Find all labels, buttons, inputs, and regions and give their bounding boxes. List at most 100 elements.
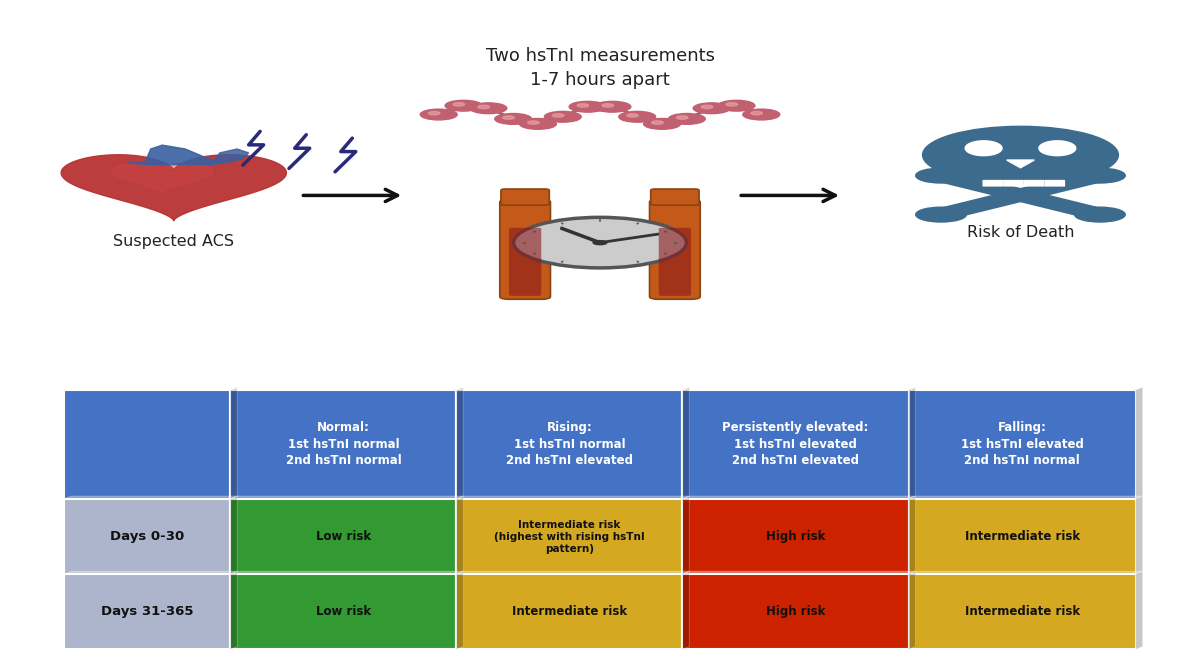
Circle shape (1074, 207, 1126, 222)
Text: Suspected ACS: Suspected ACS (113, 234, 234, 249)
Circle shape (718, 100, 755, 111)
Circle shape (726, 103, 738, 106)
FancyBboxPatch shape (683, 390, 908, 499)
Polygon shape (456, 496, 690, 499)
Text: Two hsTnI measurements
1-7 hours apart: Two hsTnI measurements 1-7 hours apart (486, 47, 714, 89)
FancyBboxPatch shape (456, 499, 683, 574)
Polygon shape (61, 155, 287, 221)
Circle shape (594, 101, 631, 112)
Circle shape (514, 217, 686, 268)
Polygon shape (908, 572, 916, 650)
Circle shape (602, 104, 613, 107)
Polygon shape (683, 387, 916, 390)
Text: Intermediate risk
(highest with rising hsTnI
pattern): Intermediate risk (highest with rising h… (494, 519, 644, 554)
Circle shape (701, 105, 713, 109)
Polygon shape (683, 496, 690, 574)
Polygon shape (965, 141, 1002, 156)
FancyBboxPatch shape (65, 499, 230, 574)
FancyBboxPatch shape (1024, 180, 1044, 187)
Text: Rising:
1st hsTnI normal
2nd hsTnI elevated: Rising: 1st hsTnI normal 2nd hsTnI eleva… (506, 421, 632, 468)
FancyBboxPatch shape (65, 574, 230, 650)
Polygon shape (908, 387, 1142, 390)
Polygon shape (456, 387, 463, 499)
Circle shape (694, 103, 730, 113)
Polygon shape (230, 572, 463, 574)
Polygon shape (112, 163, 212, 193)
Circle shape (619, 111, 655, 122)
Polygon shape (683, 572, 690, 650)
Circle shape (593, 241, 607, 245)
Polygon shape (230, 387, 463, 390)
Polygon shape (209, 149, 248, 164)
Text: Days 0-30: Days 0-30 (110, 530, 185, 543)
Text: Persistently elevated:
1st hsTnI elevated
2nd hsTnI elevated: Persistently elevated: 1st hsTnI elevate… (722, 421, 869, 468)
Circle shape (916, 168, 966, 183)
Text: High risk: High risk (766, 605, 826, 618)
Circle shape (626, 114, 638, 117)
Polygon shape (908, 387, 916, 499)
Circle shape (923, 126, 1118, 184)
Polygon shape (1039, 141, 1075, 156)
Polygon shape (65, 387, 238, 390)
Circle shape (677, 116, 688, 119)
Polygon shape (683, 572, 916, 574)
Circle shape (454, 103, 464, 106)
FancyBboxPatch shape (659, 227, 691, 296)
Polygon shape (65, 496, 238, 499)
Circle shape (577, 104, 589, 107)
FancyBboxPatch shape (650, 189, 700, 205)
Polygon shape (683, 496, 916, 499)
Polygon shape (230, 496, 463, 499)
Polygon shape (127, 145, 226, 164)
Circle shape (520, 119, 557, 130)
Circle shape (652, 121, 664, 124)
Text: High risk: High risk (766, 530, 826, 543)
Polygon shape (683, 387, 690, 499)
Text: Normal:
1st hsTnI normal
2nd hsTnI normal: Normal: 1st hsTnI normal 2nd hsTnI norma… (286, 421, 401, 468)
FancyBboxPatch shape (908, 499, 1135, 574)
FancyBboxPatch shape (908, 574, 1135, 650)
Circle shape (528, 121, 539, 124)
Text: Falling:
1st hsTnI elevated
2nd hsTnI normal: Falling: 1st hsTnI elevated 2nd hsTnI no… (961, 421, 1084, 468)
Text: Intermediate risk: Intermediate risk (965, 605, 1080, 618)
Polygon shape (230, 572, 238, 650)
Circle shape (420, 109, 457, 120)
FancyBboxPatch shape (456, 574, 683, 650)
Polygon shape (456, 572, 463, 650)
Circle shape (916, 207, 966, 222)
Polygon shape (1135, 572, 1142, 650)
FancyBboxPatch shape (230, 499, 456, 574)
FancyBboxPatch shape (65, 390, 230, 499)
Circle shape (668, 113, 706, 124)
Polygon shape (1135, 496, 1142, 574)
Polygon shape (952, 168, 1090, 184)
Polygon shape (456, 572, 690, 574)
Circle shape (445, 100, 482, 111)
Text: Low risk: Low risk (316, 605, 371, 618)
Polygon shape (1135, 387, 1142, 499)
Circle shape (428, 111, 440, 115)
FancyBboxPatch shape (983, 180, 1003, 187)
Circle shape (743, 109, 780, 120)
FancyBboxPatch shape (649, 199, 701, 299)
Text: Days 31-365: Days 31-365 (101, 605, 193, 618)
FancyBboxPatch shape (456, 390, 683, 499)
Circle shape (494, 113, 532, 124)
Circle shape (545, 111, 581, 122)
FancyBboxPatch shape (1003, 180, 1024, 187)
Polygon shape (65, 572, 238, 574)
Circle shape (552, 114, 564, 117)
Circle shape (478, 105, 490, 109)
FancyBboxPatch shape (509, 227, 541, 296)
Text: Risk of Death: Risk of Death (967, 225, 1074, 240)
Polygon shape (230, 496, 238, 574)
Polygon shape (908, 496, 1142, 499)
Polygon shape (908, 496, 916, 574)
Polygon shape (908, 572, 1142, 574)
Circle shape (751, 111, 762, 115)
FancyBboxPatch shape (500, 189, 550, 205)
Text: Low risk: Low risk (316, 530, 371, 543)
Circle shape (470, 103, 506, 113)
FancyBboxPatch shape (499, 199, 551, 299)
FancyBboxPatch shape (908, 390, 1135, 499)
